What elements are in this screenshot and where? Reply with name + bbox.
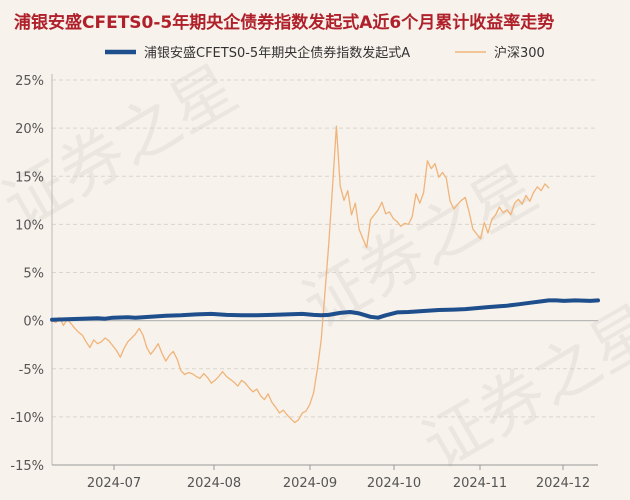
- grid-lines: [52, 79, 598, 466]
- y-tick-label: 20%: [15, 122, 44, 137]
- chart-title: 浦银安盛CFETS0-5年期央企债券指数发起式A近6个月累计收益率走势: [14, 13, 555, 33]
- x-tick-label: 2024-10: [367, 476, 421, 491]
- watermark-layer: 证券之星证券之星证券之星: [0, 52, 630, 484]
- x-tick-label: 2024-11: [453, 476, 507, 491]
- x-tick-label: 2024-12: [536, 476, 590, 491]
- y-tick-label: -15%: [10, 459, 44, 474]
- y-tick-label: -10%: [10, 411, 44, 426]
- y-axis: 25% 20% 15% 10% 5% 0% -5% -10% -15%: [10, 74, 53, 474]
- y-tick-label: 10%: [15, 218, 44, 233]
- y-tick-label: 25%: [15, 74, 44, 89]
- legend-label-2: 沪深300: [494, 45, 545, 61]
- x-axis: 2024-07 2024-08 2024-09 2024-10 2024-11 2024-…: [52, 464, 598, 491]
- x-tick-label: 2024-08: [187, 476, 241, 491]
- series-layer: [50, 125, 600, 424]
- y-tick-label: -5%: [19, 363, 44, 378]
- y-tick-label: 15%: [15, 170, 44, 185]
- y-tick-label: 5%: [23, 267, 44, 282]
- series-line-1: [50, 298, 600, 322]
- legend: 浦银安盛CFETS0-5年期央企债券指数发起式A 沪深300: [105, 45, 545, 61]
- x-tick-label: 2024-07: [87, 476, 141, 491]
- legend-label-1: 浦银安盛CFETS0-5年期央企债券指数发起式A: [144, 45, 410, 61]
- x-tick-label: 2024-09: [283, 476, 337, 491]
- y-tick-label: 0%: [23, 315, 44, 330]
- series-line-2: [51, 125, 550, 424]
